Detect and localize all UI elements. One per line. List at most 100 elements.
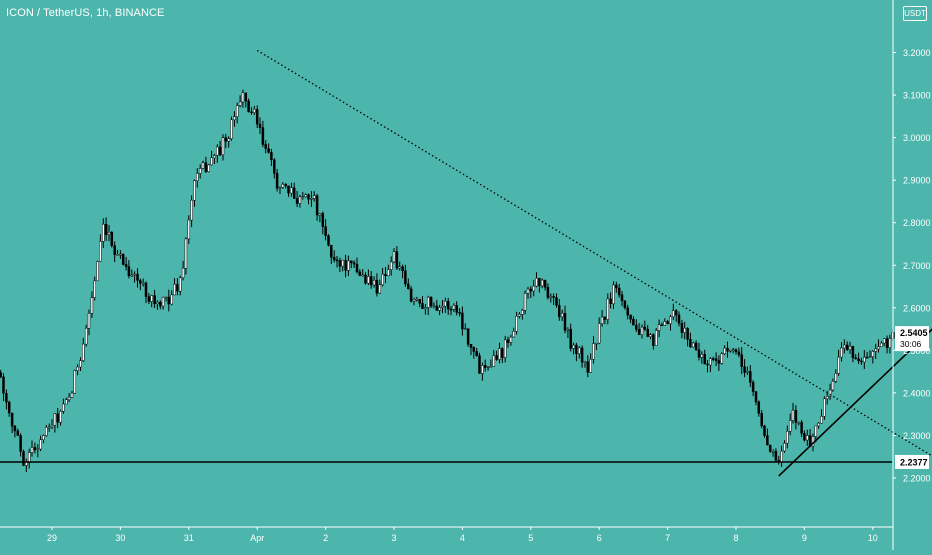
candle-up bbox=[381, 274, 384, 286]
candle-up bbox=[692, 342, 695, 348]
candle-up bbox=[30, 447, 34, 453]
candle-up bbox=[831, 381, 835, 391]
candle-down bbox=[358, 271, 362, 276]
candle-up bbox=[489, 365, 493, 368]
currency-button[interactable]: USDT bbox=[903, 6, 927, 21]
candle-down bbox=[136, 273, 139, 281]
candle-down bbox=[19, 435, 22, 452]
candle-up bbox=[361, 274, 364, 277]
candle-up bbox=[227, 138, 230, 142]
candle-down bbox=[751, 381, 755, 392]
candle-up bbox=[65, 399, 68, 405]
candle-up bbox=[99, 241, 102, 262]
candle-up bbox=[412, 299, 416, 302]
candle-down bbox=[147, 296, 151, 302]
candle-up bbox=[301, 196, 305, 198]
candle-up bbox=[50, 424, 54, 428]
candle-down bbox=[800, 421, 803, 434]
candle-up bbox=[746, 371, 749, 373]
candle-down bbox=[104, 223, 108, 235]
price-tick-label: 3.0000 bbox=[903, 133, 931, 143]
candle-down bbox=[546, 286, 550, 298]
candle-up bbox=[45, 427, 48, 436]
candle-up bbox=[233, 116, 236, 121]
candle-down bbox=[472, 347, 476, 352]
candle-down bbox=[626, 307, 629, 316]
candle-up bbox=[731, 349, 735, 351]
candle-down bbox=[538, 278, 541, 287]
candle-up bbox=[786, 431, 789, 444]
candle-up bbox=[709, 358, 712, 366]
candle-up bbox=[116, 253, 119, 256]
candle-down bbox=[315, 195, 319, 216]
candle-up bbox=[452, 305, 456, 310]
time-tick-label: 4 bbox=[460, 533, 465, 543]
candle-up bbox=[788, 420, 792, 432]
time-axis[interactable]: 29 30 31 Apr 2 3 4 5 6 7 8 9 10 bbox=[0, 526, 893, 543]
candle-up bbox=[843, 344, 846, 349]
candle-up bbox=[600, 316, 604, 324]
candle-up bbox=[595, 342, 598, 345]
candle-up bbox=[196, 173, 199, 181]
candles-layer bbox=[0, 89, 920, 472]
candle-up bbox=[438, 307, 441, 311]
candle-down bbox=[250, 111, 253, 113]
candle-down bbox=[327, 235, 330, 246]
candle-down bbox=[261, 127, 265, 145]
candle-up bbox=[532, 285, 535, 292]
candle-up bbox=[566, 328, 570, 331]
symbol-title[interactable]: ICON / TetherUS, 1h, BINANCE bbox=[6, 7, 165, 19]
candle-up bbox=[432, 305, 436, 308]
candle-down bbox=[609, 298, 612, 304]
candle-up bbox=[583, 361, 587, 364]
candle-up bbox=[597, 323, 601, 344]
candle-down bbox=[680, 323, 684, 333]
candle-down bbox=[865, 356, 869, 359]
candle-up bbox=[230, 119, 233, 139]
candle-up bbox=[84, 327, 88, 345]
candle-up bbox=[207, 164, 210, 172]
candle-up bbox=[173, 284, 176, 296]
dotted-downtrend-line[interactable] bbox=[256, 49, 932, 463]
candle-countdown: 30:06 bbox=[900, 339, 922, 349]
candle-down bbox=[429, 296, 433, 307]
candle-down bbox=[153, 295, 156, 305]
candle-up bbox=[193, 180, 196, 201]
candle-down bbox=[273, 159, 276, 174]
candle-up bbox=[278, 187, 282, 189]
candle-down bbox=[586, 361, 590, 373]
candle-down bbox=[330, 244, 333, 258]
candle-up bbox=[640, 326, 644, 335]
candle-up bbox=[67, 396, 71, 400]
candle-up bbox=[444, 300, 447, 307]
candle-down bbox=[218, 146, 222, 156]
time-tick-label: 8 bbox=[733, 533, 738, 543]
candle-down bbox=[350, 260, 353, 264]
candle-down bbox=[697, 349, 701, 358]
candle-up bbox=[589, 359, 592, 373]
candle-up bbox=[509, 336, 513, 343]
candle-up bbox=[806, 435, 809, 441]
candle-up bbox=[820, 416, 823, 424]
candle-down bbox=[139, 280, 142, 284]
candle-down bbox=[677, 314, 681, 324]
candle-down bbox=[355, 263, 359, 273]
candle-down bbox=[22, 451, 25, 466]
candle-up bbox=[62, 403, 65, 412]
price-tick-label: 2.2000 bbox=[903, 474, 931, 484]
candle-up bbox=[201, 162, 205, 169]
candle-down bbox=[10, 412, 14, 427]
candle-up bbox=[281, 183, 285, 188]
candle-down bbox=[270, 152, 273, 161]
candle-up bbox=[729, 349, 732, 352]
price-tick-label: 2.7000 bbox=[903, 261, 931, 271]
candle-down bbox=[854, 357, 857, 360]
candle-down bbox=[763, 425, 766, 436]
candle-down bbox=[16, 430, 20, 436]
candle-down bbox=[458, 312, 461, 314]
candle-up bbox=[877, 346, 880, 350]
candle-up bbox=[540, 279, 544, 287]
